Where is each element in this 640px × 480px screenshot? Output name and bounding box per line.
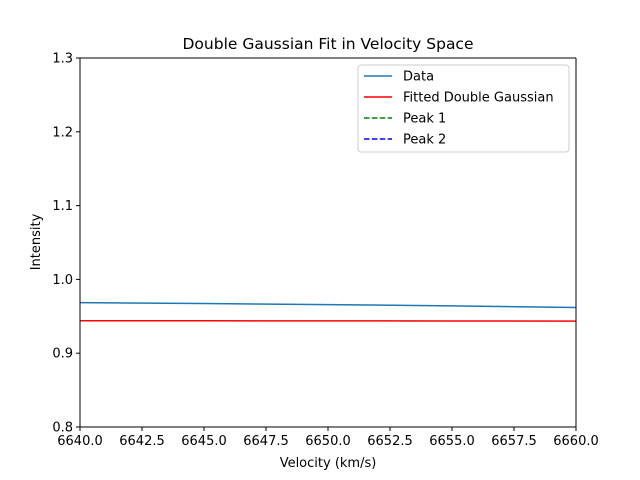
y-tick-label: 1.2	[52, 125, 73, 140]
x-tick-label: 6650.0	[305, 434, 351, 449]
legend-box	[357, 64, 570, 153]
y-axis-label: Intensity	[29, 213, 44, 270]
axis-ticks: 6640.0 6642.5 6645.0 6647.5 6650.0 6652.5 6655…	[52, 52, 598, 450]
x-tick-label: 6655.0	[429, 434, 475, 449]
legend-label-4: Peak 2	[403, 133, 446, 148]
legend-label-1: Data	[403, 70, 434, 85]
series-line-1	[79, 301, 577, 309]
legend: Data Fitted Double Gaussian Peak 1 Peak 2	[357, 64, 570, 153]
x-axis-label: Velocity (km/s)	[280, 456, 377, 471]
legend-label-3: Peak 1	[403, 112, 446, 127]
x-tick-label: 6640.0	[57, 434, 103, 449]
x-tick-label: 6647.5	[243, 434, 289, 449]
y-tick-label: 0.8	[52, 421, 73, 436]
x-tick-label: 6660.0	[553, 434, 599, 449]
series-lines	[79, 301, 577, 322]
x-tick-label: 6657.5	[491, 434, 537, 449]
x-tick-label: 6652.5	[367, 434, 413, 449]
x-tick-label: 6645.0	[181, 434, 227, 449]
legend-label-2: Fitted Double Gaussian	[403, 91, 554, 106]
x-tick-label: 6642.5	[119, 434, 165, 449]
y-tick-label: 1.3	[52, 52, 73, 67]
chart-title: Double Gaussian Fit in Velocity Space	[182, 35, 473, 53]
y-tick-label: 0.9	[52, 347, 73, 362]
y-tick-label: 1.0	[52, 273, 73, 288]
y-tick-label: 1.1	[52, 199, 73, 214]
